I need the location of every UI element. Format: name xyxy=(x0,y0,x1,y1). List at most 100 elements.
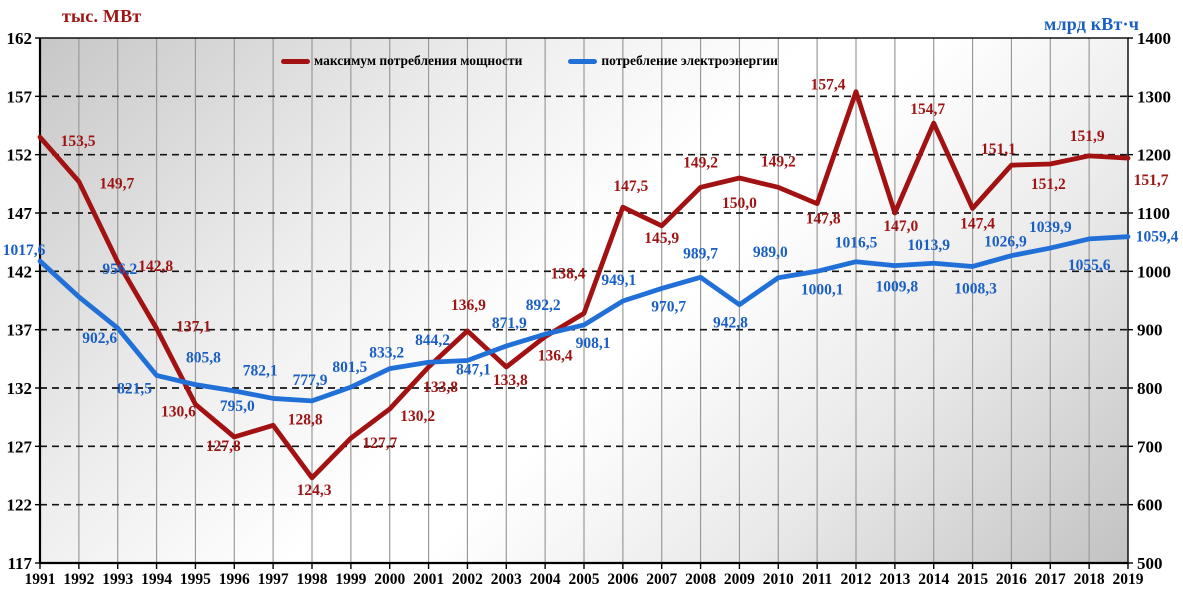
right-axis-tick-label: 1100 xyxy=(1137,204,1170,223)
data-label: 151,1 xyxy=(981,141,1016,158)
data-label: 805,8 xyxy=(186,350,221,367)
x-axis-year-label: 1991 xyxy=(25,571,56,588)
data-label: 147,0 xyxy=(883,218,918,235)
x-axis-year-label: 1997 xyxy=(258,571,289,588)
data-label: 989,7 xyxy=(683,245,718,262)
x-axis-year-label: 1996 xyxy=(219,571,250,588)
right-axis-tick-label: 700 xyxy=(1137,437,1163,456)
x-axis-year-label: 1993 xyxy=(102,571,133,588)
data-label: 127,8 xyxy=(206,438,241,455)
right-axis-tick-label: 500 xyxy=(1137,554,1163,573)
series-line-energy xyxy=(37,234,1131,404)
right-axis-tick-label: 600 xyxy=(1137,496,1163,515)
x-axis-year-label: 1999 xyxy=(335,571,366,588)
x-axis-year-label: 1994 xyxy=(141,571,172,588)
x-axis-year-label: 2001 xyxy=(413,571,444,588)
data-label: 136,4 xyxy=(538,348,573,365)
data-label: 133,8 xyxy=(423,379,458,396)
data-label: 989,0 xyxy=(753,244,788,261)
x-axis-year-label: 1992 xyxy=(63,571,94,588)
legend-label-energy: потребление электроэнергии xyxy=(601,53,778,68)
x-axis-year-label: 2006 xyxy=(607,571,638,588)
data-label: 153,5 xyxy=(61,133,96,150)
x-axis-year-label: 2010 xyxy=(763,571,794,588)
data-label: 949,1 xyxy=(601,272,636,289)
data-label: 1055,6 xyxy=(1068,257,1111,274)
data-label: 130,2 xyxy=(400,408,435,425)
x-axis-year-label: 2016 xyxy=(996,571,1027,588)
data-label: 1009,8 xyxy=(876,279,919,296)
data-label: 871,9 xyxy=(492,315,527,332)
data-label: 150,0 xyxy=(722,195,757,212)
data-label: 902,6 xyxy=(82,330,117,347)
data-label: 151,7 xyxy=(1134,172,1169,189)
left-axis-title: тыс. МВт xyxy=(62,6,142,26)
x-axis-year-label: 2011 xyxy=(802,571,832,588)
left-axis-tick-label: 122 xyxy=(7,496,33,515)
series-line-power xyxy=(37,89,1131,481)
data-label: 151,9 xyxy=(1070,128,1105,145)
x-axis-year-label: 2005 xyxy=(569,571,600,588)
data-label: 801,5 xyxy=(332,359,367,376)
data-label: 844,2 xyxy=(415,332,450,349)
legend-item-energy: потребление электроэнергии xyxy=(568,53,778,69)
data-label: 147,5 xyxy=(613,178,648,195)
data-label: 892,2 xyxy=(526,297,561,314)
data-label: 1026,9 xyxy=(984,234,1027,251)
x-axis-year-label: 2015 xyxy=(957,571,988,588)
left-axis-tick-label: 162 xyxy=(7,29,33,48)
x-axis-year-label: 2008 xyxy=(685,571,716,588)
data-label: 847,1 xyxy=(456,362,491,379)
data-label: 130,6 xyxy=(161,403,196,420)
data-label: 833,2 xyxy=(369,345,404,362)
right-axis-tick-label: 800 xyxy=(1137,379,1163,398)
data-label: 1059,4 xyxy=(1136,229,1179,246)
x-axis-year-label: 2013 xyxy=(879,571,910,588)
left-axis-tick-label: 157 xyxy=(7,87,33,106)
data-label: 128,8 xyxy=(288,411,323,428)
data-label: 821,5 xyxy=(117,380,152,397)
x-axis-year-label: 1995 xyxy=(180,571,211,588)
x-axis-year-label: 2017 xyxy=(1035,571,1066,588)
data-label: 127,7 xyxy=(362,435,397,452)
data-label: 147,4 xyxy=(960,215,995,232)
data-label: 956,2 xyxy=(102,261,137,278)
data-label: 149,2 xyxy=(761,153,796,170)
left-axis-tick-label: 152 xyxy=(7,146,33,165)
right-axis-tick-label: 1300 xyxy=(1137,87,1171,106)
data-label: 145,9 xyxy=(644,230,679,247)
x-axis-year-label: 2009 xyxy=(724,571,755,588)
data-label: 1008,3 xyxy=(954,280,997,297)
right-axis-tick-label: 900 xyxy=(1137,321,1163,340)
left-axis-tick-label: 147 xyxy=(7,204,33,223)
data-label: 1017,6 xyxy=(3,242,46,259)
data-label: 157,4 xyxy=(811,77,846,94)
x-axis-year-label: 2002 xyxy=(452,571,483,588)
data-label: 138,4 xyxy=(551,265,586,282)
left-axis-tick-label: 142 xyxy=(7,262,33,281)
data-label: 795,0 xyxy=(220,398,255,415)
legend-swatch-power-icon xyxy=(281,58,310,64)
x-axis-year-label: 2003 xyxy=(491,571,522,588)
data-label: 149,7 xyxy=(99,176,134,193)
legend-swatch-energy-icon xyxy=(568,58,598,64)
left-axis-tick-label: 137 xyxy=(7,321,33,340)
left-axis-tick-label: 132 xyxy=(7,379,33,398)
right-axis-tick-label: 1000 xyxy=(1137,262,1171,281)
right-axis-tick-label: 1200 xyxy=(1137,146,1171,165)
data-label: 154,7 xyxy=(910,101,945,118)
data-label: 942,8 xyxy=(713,315,748,332)
data-label: 1013,9 xyxy=(907,237,950,254)
data-label: 137,1 xyxy=(176,319,211,336)
right-axis-tick-label: 1400 xyxy=(1137,29,1171,48)
legend-item-power: максимум потребления мощности xyxy=(281,53,522,69)
x-axis-year-label: 2014 xyxy=(918,571,949,588)
data-label: 151,2 xyxy=(1031,176,1066,193)
data-label: 124,3 xyxy=(297,482,332,499)
data-label: 147,8 xyxy=(806,211,841,228)
data-label: 136,9 xyxy=(451,297,486,314)
legend-label-power: максимум потребления мощности xyxy=(314,53,523,68)
data-label: 908,1 xyxy=(576,335,611,352)
